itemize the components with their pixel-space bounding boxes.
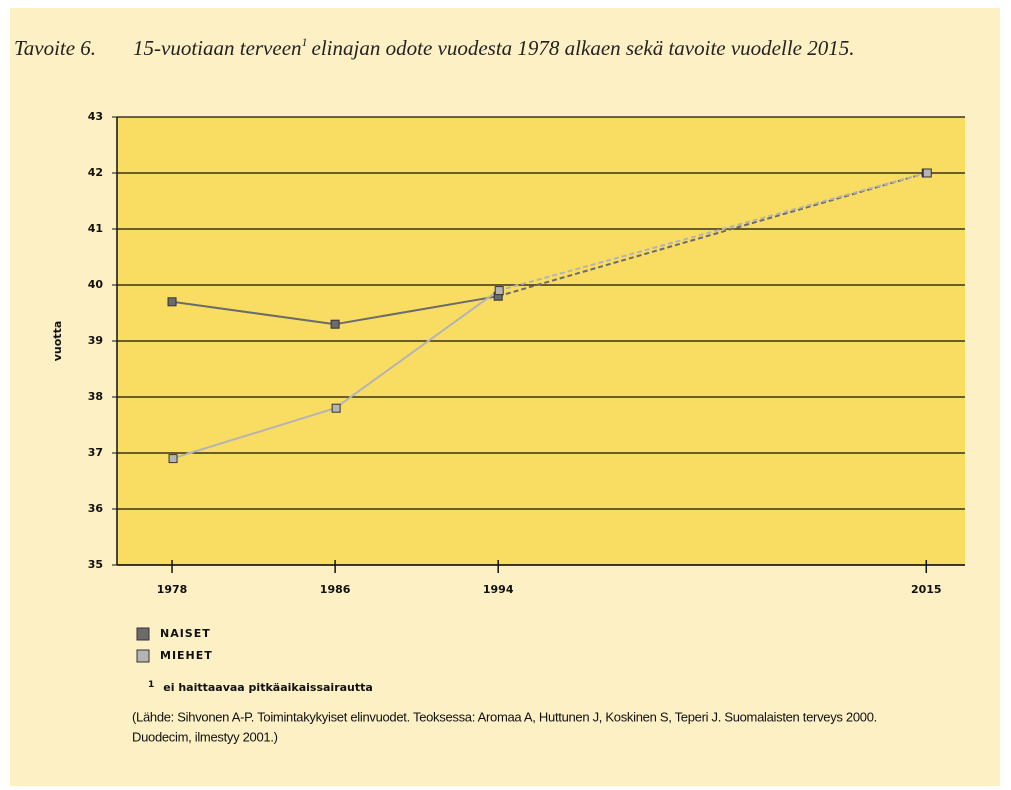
legend-swatch	[136, 627, 150, 641]
legend-swatch	[136, 649, 150, 663]
point	[168, 454, 178, 464]
title-number: Tavoite 6.	[14, 36, 96, 60]
y-tick-label: 39	[88, 334, 103, 347]
footnote-mark: 1	[148, 680, 155, 690]
point	[922, 168, 932, 178]
title-text: 15-vuotiaan terveen	[133, 36, 302, 60]
point	[494, 286, 504, 296]
series-line	[334, 295, 499, 326]
series-line	[171, 300, 336, 326]
x-tick-label: 1994	[483, 583, 514, 596]
series-line	[497, 172, 927, 292]
y-tick-label: 36	[88, 502, 104, 515]
x-tick-label: 1986	[320, 583, 351, 596]
source-line: (Lähde: Sihvonen A-P. Toimintakykyiset e…	[132, 709, 877, 724]
y-tick-label: 40	[88, 278, 104, 291]
title-sup: 1	[302, 35, 308, 49]
chart-title: Tavoite 6. 15-vuotiaan terveen1 elinajan o…	[14, 35, 854, 60]
y-tick-label: 38	[88, 390, 103, 403]
legend-label: MIEHET	[160, 649, 213, 662]
source-line: Duodecim, ilmestyy 2001.)	[132, 729, 278, 744]
x-tick-label: 1978	[157, 583, 188, 596]
y-tick-label: 35	[88, 558, 103, 571]
footnote: 1 ei haittaavaa pitkäaikaissairautta	[148, 680, 373, 695]
series-line	[171, 407, 336, 460]
y-axis-label: vuotta	[51, 321, 64, 362]
y-tick-label: 37	[88, 446, 103, 459]
y-tick-label: 42	[88, 166, 103, 179]
point	[331, 403, 341, 413]
point	[330, 319, 340, 329]
legend-label: NAISET	[160, 627, 211, 640]
point	[167, 297, 177, 307]
title-rest: elinajan odote vuodesta 1978 alkaen sekä…	[312, 36, 855, 60]
x-tick-label: 2015	[911, 583, 942, 596]
series-line	[334, 289, 499, 410]
y-tick-label: 41	[88, 222, 103, 235]
y-tick-label: 43	[88, 110, 103, 123]
footnote-text: ei haittaavaa pitkäaikaissairautta	[163, 681, 373, 694]
